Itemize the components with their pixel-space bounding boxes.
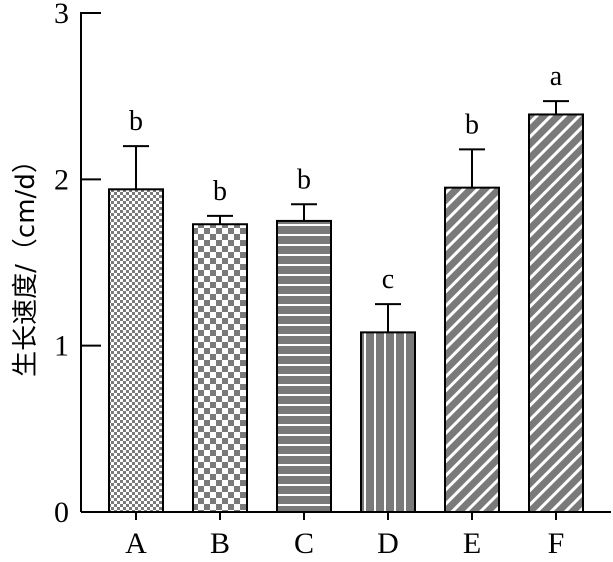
x-axis-ticks: A B C D E F bbox=[125, 512, 564, 560]
significance-labels: b b b c b a bbox=[129, 61, 563, 295]
bar-E bbox=[444, 186, 500, 513]
y-tick-label: 3 bbox=[54, 0, 69, 30]
significance-label-E: b bbox=[465, 109, 479, 140]
significance-label-A: b bbox=[129, 106, 143, 137]
bars bbox=[108, 113, 584, 514]
x-tick-label-E: E bbox=[463, 527, 481, 560]
bar-A bbox=[108, 188, 164, 514]
error-bars bbox=[123, 100, 569, 333]
bar-B bbox=[192, 223, 248, 513]
x-tick-label-F: F bbox=[548, 527, 565, 560]
bar-C bbox=[276, 219, 332, 514]
significance-label-B: b bbox=[213, 176, 227, 207]
y-axis-ticks: 0 1 2 3 bbox=[54, 0, 101, 529]
y-tick-label: 1 bbox=[54, 330, 69, 363]
x-tick-label-A: A bbox=[125, 527, 147, 560]
y-tick-label: 0 bbox=[54, 496, 69, 529]
y-axis-title-group: 生长速度/（cm/d） bbox=[11, 147, 41, 377]
significance-label-D: c bbox=[382, 264, 394, 295]
significance-label-C: b bbox=[297, 164, 311, 195]
x-tick-label-D: D bbox=[377, 527, 399, 560]
significance-label-F: a bbox=[550, 61, 563, 92]
bar-D bbox=[360, 331, 416, 513]
x-tick-label-B: B bbox=[210, 527, 230, 560]
y-axis-title: 生长速度/（cm/d） bbox=[11, 147, 41, 377]
bar-F bbox=[528, 113, 584, 513]
y-tick-label: 2 bbox=[54, 163, 69, 196]
x-tick-label-C: C bbox=[294, 527, 314, 560]
